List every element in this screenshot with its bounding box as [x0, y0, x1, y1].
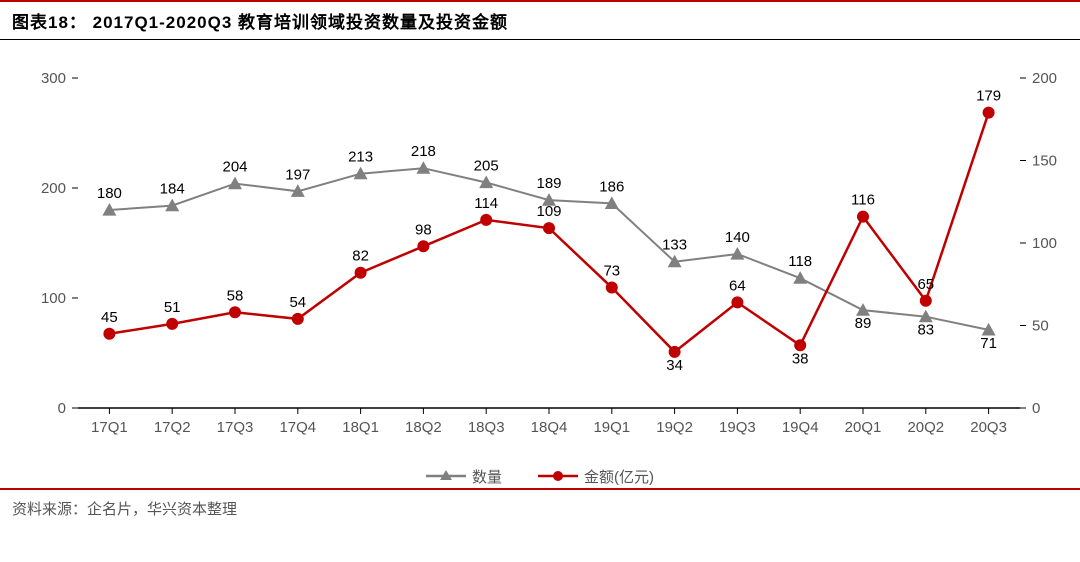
- svg-text:71: 71: [980, 335, 997, 352]
- svg-text:20Q1: 20Q1: [845, 419, 882, 436]
- svg-text:18Q4: 18Q4: [531, 419, 568, 436]
- svg-text:218: 218: [411, 143, 436, 160]
- svg-text:89: 89: [855, 315, 872, 332]
- svg-text:64: 64: [729, 277, 746, 294]
- svg-text:179: 179: [976, 88, 1001, 105]
- svg-text:18Q3: 18Q3: [468, 419, 505, 436]
- svg-text:73: 73: [603, 263, 620, 280]
- chart-title: 图表18： 2017Q1-2020Q3 教育培训领域投资数量及投资金额: [12, 8, 1068, 33]
- legend-item: 数量: [426, 466, 502, 487]
- svg-text:17Q2: 17Q2: [154, 419, 191, 436]
- svg-text:34: 34: [666, 357, 683, 374]
- svg-text:17Q3: 17Q3: [217, 419, 254, 436]
- svg-text:150: 150: [1032, 153, 1057, 170]
- svg-text:0: 0: [58, 400, 66, 417]
- svg-text:133: 133: [662, 237, 687, 254]
- svg-text:65: 65: [917, 276, 934, 293]
- svg-text:140: 140: [725, 229, 750, 246]
- svg-text:19Q2: 19Q2: [656, 419, 693, 436]
- svg-text:200: 200: [1032, 70, 1057, 87]
- svg-text:82: 82: [352, 248, 369, 265]
- source-footer: 资料来源：企名片，华兴资本整理: [0, 488, 1080, 527]
- svg-text:200: 200: [41, 180, 66, 197]
- svg-text:51: 51: [164, 299, 181, 316]
- chart-container: 0 100 200 300 0 50 100 150 200 17Q1 17Q2 17Q3 17Q4 18…: [0, 48, 1080, 488]
- legend-label: 数量: [472, 466, 502, 487]
- svg-text:19Q3: 19Q3: [719, 419, 756, 436]
- svg-text:20Q3: 20Q3: [970, 419, 1007, 436]
- svg-text:18Q1: 18Q1: [342, 419, 379, 436]
- svg-text:18Q2: 18Q2: [405, 419, 442, 436]
- svg-text:100: 100: [1032, 235, 1057, 252]
- svg-text:100: 100: [41, 290, 66, 307]
- svg-text:0: 0: [1032, 400, 1040, 417]
- svg-text:116: 116: [851, 192, 875, 209]
- svg-text:83: 83: [917, 322, 934, 339]
- source-text: 资料来源：企名片，华兴资本整理: [12, 501, 237, 518]
- svg-text:197: 197: [285, 166, 310, 183]
- svg-text:184: 184: [160, 181, 185, 198]
- chart-svg: 0 100 200 300 0 50 100 150 200 17Q1 17Q2 17Q3 17Q4 18…: [0, 48, 1080, 488]
- legend: 数量 金额(亿元): [0, 466, 1080, 489]
- svg-text:204: 204: [222, 159, 247, 176]
- svg-text:17Q1: 17Q1: [91, 419, 128, 436]
- svg-text:38: 38: [792, 350, 809, 367]
- svg-text:45: 45: [101, 309, 118, 326]
- svg-text:19Q4: 19Q4: [782, 419, 819, 436]
- legend-label: 金额(亿元): [584, 466, 654, 487]
- svg-text:17Q4: 17Q4: [279, 419, 316, 436]
- svg-text:205: 205: [474, 158, 499, 175]
- svg-text:54: 54: [289, 294, 306, 311]
- svg-text:20Q2: 20Q2: [907, 419, 944, 436]
- title-bar: 图表18： 2017Q1-2020Q3 教育培训领域投资数量及投资金额: [0, 0, 1080, 40]
- legend-item: 金额(亿元): [538, 466, 654, 487]
- svg-text:118: 118: [788, 253, 812, 270]
- svg-text:109: 109: [536, 203, 561, 220]
- svg-text:114: 114: [474, 195, 498, 212]
- svg-text:180: 180: [97, 185, 122, 202]
- svg-text:186: 186: [599, 178, 624, 195]
- svg-text:58: 58: [227, 287, 244, 304]
- svg-text:19Q1: 19Q1: [593, 419, 630, 436]
- svg-text:213: 213: [348, 149, 373, 166]
- svg-text:300: 300: [41, 70, 66, 87]
- svg-text:50: 50: [1032, 318, 1049, 335]
- svg-text:98: 98: [415, 221, 432, 238]
- svg-text:189: 189: [536, 175, 561, 192]
